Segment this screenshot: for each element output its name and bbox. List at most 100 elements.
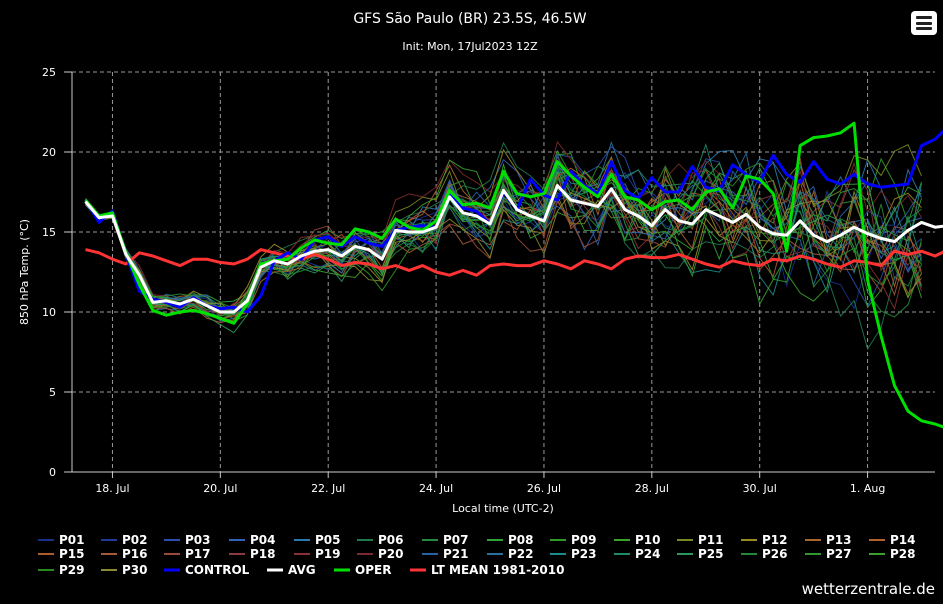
legend-label: P03 — [185, 533, 211, 547]
legend-label: P11 — [698, 533, 724, 547]
x-tick-label: 24. Jul — [419, 482, 453, 495]
legend-item-p03[interactable]: P03 — [164, 533, 211, 547]
series-line-avg — [84, 184, 943, 314]
legend-item-p28[interactable]: P28 — [869, 547, 916, 561]
legend-label: P17 — [185, 547, 211, 561]
legend-item-p11[interactable]: P11 — [677, 533, 724, 547]
legend-item-p18[interactable]: P18 — [229, 547, 276, 561]
legend-label: P20 — [378, 547, 404, 561]
x-tick-label: 30. Jul — [743, 482, 777, 495]
legend-item-lt-mean-1981-2010[interactable]: LT MEAN 1981-2010 — [410, 563, 564, 577]
legend-item-p26[interactable]: P26 — [741, 547, 788, 561]
legend-label: P13 — [826, 533, 852, 547]
y-tick-label: 25 — [42, 66, 56, 79]
y-tick-label: 0 — [49, 466, 56, 479]
legend-item-p30[interactable]: P30 — [101, 563, 148, 577]
legend-item-p12[interactable]: P12 — [741, 533, 788, 547]
x-tick-label: 1. Aug — [850, 482, 885, 495]
legend-item-p13[interactable]: P13 — [805, 533, 852, 547]
legend-label: P12 — [762, 533, 788, 547]
legend: P01 P02 P03 P04 P05 P06 P07 P08 P09 P10 P11 P12 P13 P… — [38, 533, 916, 577]
member-line-p24 — [85, 142, 922, 317]
legend-label: P28 — [890, 547, 916, 561]
grid — [72, 71, 935, 472]
y-axis-label: 850 hPa Temp. (°C) — [18, 219, 31, 325]
legend-item-p22[interactable]: P22 — [487, 547, 534, 561]
main-series — [84, 121, 943, 429]
series-line-oper — [84, 121, 943, 429]
legend-label: CONTROL — [185, 563, 250, 577]
x-tick-label: 22. Jul — [311, 482, 345, 495]
legend-item-p04[interactable]: P04 — [229, 533, 276, 547]
legend-item-avg[interactable]: AVG — [267, 563, 316, 577]
legend-label: P05 — [315, 533, 341, 547]
legend-item-p25[interactable]: P25 — [677, 547, 724, 561]
legend-item-oper[interactable]: OPER — [334, 563, 391, 577]
legend-label: P16 — [122, 547, 148, 561]
legend-label: P15 — [59, 547, 85, 561]
legend-label: P10 — [635, 533, 661, 547]
chart-title: GFS São Paulo (BR) 23.5S, 46.5W — [353, 11, 586, 27]
legend-label: P26 — [762, 547, 788, 561]
x-tick-label: 18. Jul — [95, 482, 129, 495]
legend-label: P04 — [250, 533, 276, 547]
series-line-control — [84, 129, 943, 314]
legend-label: P14 — [890, 533, 916, 547]
x-tick-label: 20. Jul — [203, 482, 237, 495]
legend-item-p02[interactable]: P02 — [101, 533, 148, 547]
y-tick-label: 20 — [42, 146, 56, 159]
legend-label: LT MEAN 1981-2010 — [431, 563, 564, 577]
legend-item-p29[interactable]: P29 — [38, 563, 85, 577]
legend-label: P08 — [508, 533, 534, 547]
legend-label: P09 — [571, 533, 597, 547]
legend-label: OPER — [355, 563, 391, 577]
legend-item-p05[interactable]: P05 — [294, 533, 341, 547]
y-tick-label: 10 — [42, 306, 56, 319]
legend-label: P18 — [250, 547, 276, 561]
legend-label: P07 — [443, 533, 469, 547]
legend-item-p23[interactable]: P23 — [550, 547, 597, 561]
member-line-p27 — [85, 169, 922, 309]
member-line-p30 — [85, 166, 922, 314]
x-tick-label: 26. Jul — [527, 482, 561, 495]
legend-label: P24 — [635, 547, 661, 561]
legend-item-p17[interactable]: P17 — [164, 547, 211, 561]
legend-item-p10[interactable]: P10 — [614, 533, 661, 547]
legend-label: P27 — [826, 547, 852, 561]
legend-item-p15[interactable]: P15 — [38, 547, 85, 561]
legend-item-p20[interactable]: P20 — [357, 547, 404, 561]
legend-label: P06 — [378, 533, 404, 547]
legend-label: P01 — [59, 533, 85, 547]
legend-item-control[interactable]: CONTROL — [164, 563, 250, 577]
legend-label: P22 — [508, 547, 534, 561]
x-axis-label: Local time (UTC-2) — [452, 502, 554, 515]
legend-item-p16[interactable]: P16 — [101, 547, 148, 561]
legend-item-p14[interactable]: P14 — [869, 533, 916, 547]
legend-label: P19 — [315, 547, 341, 561]
credit-text: wetterzentrale.de — [801, 580, 935, 598]
legend-item-p21[interactable]: P21 — [422, 547, 469, 561]
y-tick-label: 15 — [42, 226, 56, 239]
legend-item-p24[interactable]: P24 — [614, 547, 661, 561]
x-tick-label: 28. Jul — [635, 482, 669, 495]
legend-item-p09[interactable]: P09 — [550, 533, 597, 547]
legend-item-p19[interactable]: P19 — [294, 547, 341, 561]
axes: 0 5 10 15 20 25 18. Jul 20. Jul 22. Jul 24. Jul 26… — [42, 66, 935, 495]
member-line-p29 — [85, 162, 922, 317]
legend-item-p06[interactable]: P06 — [357, 533, 404, 547]
legend-label: P21 — [443, 547, 469, 561]
y-tick-label: 5 — [49, 386, 56, 399]
legend-label: P29 — [59, 563, 85, 577]
legend-item-p08[interactable]: P08 — [487, 533, 534, 547]
legend-label: AVG — [288, 563, 316, 577]
legend-label: P23 — [571, 547, 597, 561]
legend-label: P30 — [122, 563, 148, 577]
legend-item-p07[interactable]: P07 — [422, 533, 469, 547]
chart-subtitle: Init: Mon, 17Jul2023 12Z — [402, 40, 538, 53]
legend-item-p01[interactable]: P01 — [38, 533, 85, 547]
chart-menu-button[interactable] — [911, 11, 937, 35]
legend-item-p27[interactable]: P27 — [805, 547, 852, 561]
legend-label: P25 — [698, 547, 724, 561]
legend-label: P02 — [122, 533, 148, 547]
